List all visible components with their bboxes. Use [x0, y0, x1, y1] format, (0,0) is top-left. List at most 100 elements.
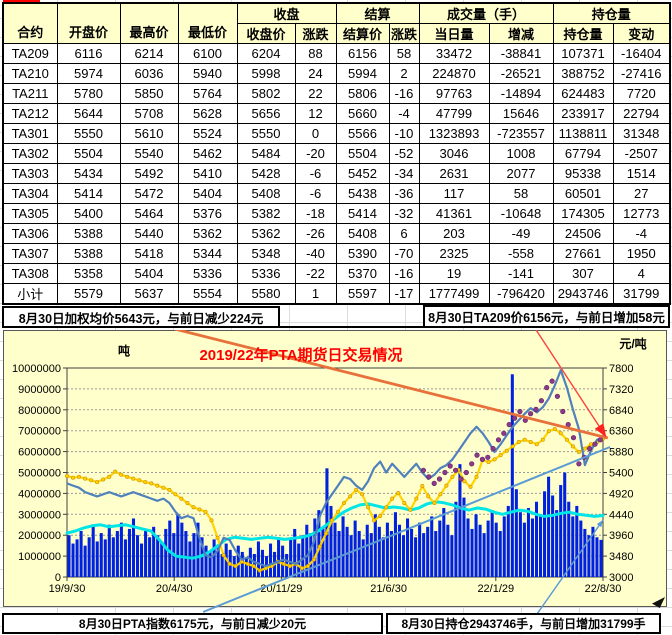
table-cell: 97763: [418, 83, 490, 104]
table-cell: 5370: [335, 263, 390, 284]
right-axis-label: 6840: [609, 405, 633, 417]
table-cell: -70: [388, 243, 420, 264]
table-cell: -18: [294, 203, 337, 224]
column-header: 最低价: [177, 2, 238, 44]
right-axis-label: 7320: [609, 384, 633, 396]
table-cell: TA307: [2, 243, 58, 264]
table-row: TA308 5358 5404 5336 5336 -22 5370 -16 19 -141 307…: [2, 263, 671, 284]
table-cell: 95338: [552, 163, 614, 184]
ta209-price-annotation: 8月30日TA209价6156元，与前日增加58元: [423, 305, 670, 328]
table-cell: 1514: [612, 163, 671, 184]
table-row: TA304 5414 5472 5404 5408 -6 5438 -36 117 58 60501…: [2, 183, 671, 204]
x-axis-label: 22/8/30: [585, 583, 622, 595]
table-cell: 41361: [418, 203, 490, 224]
table-cell: -34: [388, 163, 420, 184]
table-cell: -141: [488, 263, 554, 284]
table-cell: TA306: [2, 223, 58, 244]
table-cell: 27: [612, 183, 671, 204]
right-axis-label: 6360: [609, 426, 633, 438]
table-cell: 6156: [335, 43, 390, 64]
settlement-dots: [420, 378, 603, 486]
ascending-trendline-long: [202, 446, 611, 613]
column-header: 最高价: [119, 2, 179, 44]
table-cell: -723557: [488, 123, 554, 144]
table-cell: 5418: [119, 243, 179, 264]
table-cell: 6116: [56, 43, 121, 64]
chart-title: 2019/22年PTA期货日交易情况: [199, 346, 402, 364]
table-cell: -16404: [612, 43, 671, 64]
table-cell: 5540: [119, 143, 179, 164]
table-cell: 624483: [552, 83, 614, 104]
left-axis-label: 0: [55, 572, 61, 584]
x-axis-label: 21/6/30: [370, 583, 407, 595]
left-axis-label: 7000000: [18, 426, 61, 438]
left-axis-unit: 吨: [118, 343, 130, 358]
group-header: 成交量（手）: [418, 2, 554, 24]
column-subheader: 当日量: [418, 23, 490, 44]
x-axis-label: 19/9/30: [49, 583, 86, 595]
table-cell: 4: [612, 263, 671, 284]
table-cell: 5637: [119, 283, 179, 305]
table-cell: 5400: [56, 203, 121, 224]
column-header: 开盘价: [56, 2, 121, 44]
table-cell: 60501: [552, 183, 614, 204]
table-cell: 5362: [236, 223, 296, 244]
table-cell: 388752: [552, 63, 614, 84]
table-cell: TA305: [2, 203, 58, 224]
left-axis-label: 4000000: [18, 488, 61, 500]
table-cell: 0: [294, 123, 337, 144]
table-cell: 5440: [119, 223, 179, 244]
table-cell: 5362: [177, 223, 238, 244]
table-cell: -16: [388, 83, 420, 104]
table-cell: 6036: [119, 63, 179, 84]
table-cell: TA308: [2, 263, 58, 284]
open-interest-line: [65, 500, 605, 560]
table-cell: 1323893: [418, 123, 490, 144]
column-subheader: 涨跌: [294, 23, 337, 44]
table-cell: 5348: [236, 243, 296, 264]
table-row: TA212 5644 5708 5628 5656 12 5660 -4 47799 15646 2…: [2, 103, 671, 124]
right-axis-label: 3960: [609, 530, 633, 542]
table-cell: -796420: [488, 283, 554, 305]
table-cell: 5708: [119, 103, 179, 124]
left-axis-label: 1000000: [18, 551, 61, 563]
table-cell: -26521: [488, 63, 554, 84]
table-cell: 5382: [236, 203, 296, 224]
left-axis-label: 9000000: [18, 384, 61, 396]
table-cell: 5504: [56, 143, 121, 164]
table-cell: 5408: [236, 183, 296, 204]
table-cell: -558: [488, 243, 554, 264]
table-cell: -38841: [488, 43, 554, 64]
table-cell: TA211: [2, 83, 58, 104]
table-cell: 117: [418, 183, 490, 204]
table-cell: 5580: [236, 283, 296, 305]
table-cell: 5414: [335, 203, 390, 224]
left-axis-label: 6000000: [18, 447, 61, 459]
right-axis-label: 4440: [609, 509, 633, 521]
table-cell: TA212: [2, 103, 58, 124]
descending-trendline-orange: [173, 330, 609, 440]
table-cell: 5974: [56, 63, 121, 84]
left-axis-label: 5000000: [18, 468, 61, 480]
table-cell: 5644: [56, 103, 121, 124]
right-axis-label: 5400: [609, 468, 633, 480]
table-cell: -6: [294, 183, 337, 204]
table-cell: 174305: [552, 203, 614, 224]
pta-index-annotation: 8月30日PTA指数6175元，与前日减少20元: [2, 613, 383, 634]
table-cell: 5336: [177, 263, 238, 284]
table-cell: -40: [294, 243, 337, 264]
table-cell: -17: [388, 283, 420, 305]
table-cell: 88: [294, 43, 337, 64]
table-header-row: 合约 开盘价 最高价 最低价 收盘 结算 成交量（手） 持仓量: [2, 2, 671, 44]
table-cell: 1: [294, 283, 337, 305]
left-axis-label: 8000000: [18, 405, 61, 417]
table-row: TA305 5400 5464 5376 5382 -18 5414 -32 41361 -106…: [2, 203, 671, 224]
table-cell: 6: [388, 223, 420, 244]
table-cell: 5404: [119, 263, 179, 284]
table-cell: 12: [294, 103, 337, 124]
left-axis-label: 3000000: [18, 509, 61, 521]
table-cell: TA209: [2, 43, 58, 64]
table-cell: 5610: [119, 123, 179, 144]
